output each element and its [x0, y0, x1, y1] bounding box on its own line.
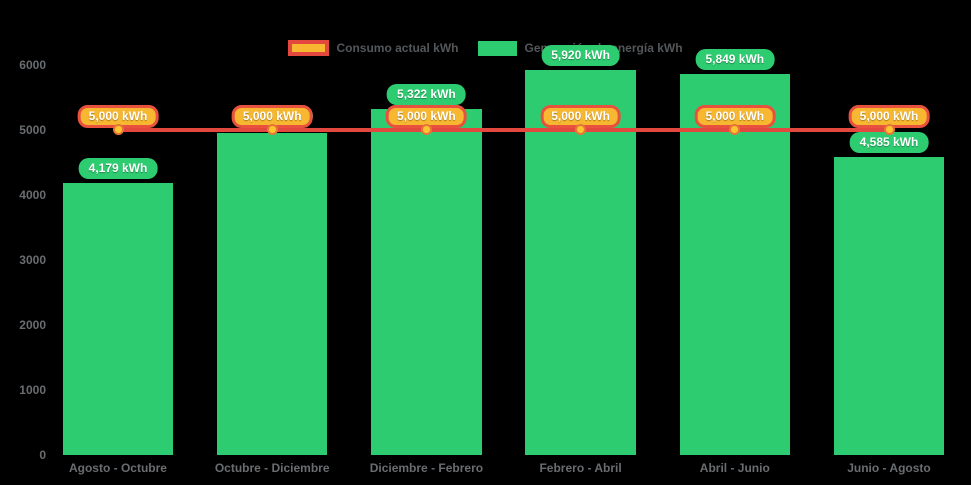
generation-bar[interactable]	[62, 183, 174, 455]
line-point-dot[interactable]	[729, 124, 741, 136]
y-axis-tick-label: 3000	[19, 252, 46, 267]
y-axis-tick-label: 2000	[19, 317, 46, 332]
legend-label-consumo: Consumo actual kWh	[336, 41, 459, 55]
x-axis-label: Febrero - Abril	[539, 461, 622, 475]
x-axis-label: Abril - Junio	[699, 461, 770, 475]
generation-value-label: 5,920 kWh	[541, 44, 620, 66]
y-axis-tick-label: 4000	[19, 187, 46, 202]
line-point-dot[interactable]	[420, 124, 432, 136]
y-axis-tick-label: 6000	[19, 57, 46, 72]
y-axis-tick-label: 5000	[19, 122, 46, 137]
line-point-dot[interactable]	[883, 124, 895, 136]
generation-value-label: 4,179 kWh	[78, 158, 158, 179]
x-axis-label: Agosto - Octubre	[68, 461, 167, 475]
legend: Consumo actual kWh Generación de energía…	[0, 40, 971, 56]
line-point-dot[interactable]	[266, 124, 278, 136]
y-axis-tick-label: 1000	[19, 382, 46, 397]
legend-swatch-consumo-icon	[288, 40, 330, 56]
line-point-dot[interactable]	[112, 124, 124, 136]
generation-value-label: 4,585 kWh	[849, 131, 929, 153]
line-point-dot[interactable]	[575, 124, 587, 136]
x-axis-label: Junio - Agosto	[847, 461, 931, 475]
generation-bar[interactable]	[216, 133, 328, 455]
x-axis-label: Octubre - Diciembre	[214, 461, 330, 475]
generation-bar[interactable]	[371, 108, 482, 455]
legend-item-consumo[interactable]: Consumo actual kWh	[288, 40, 458, 56]
generation-bar[interactable]	[679, 74, 791, 455]
legend-swatch-generacion-icon	[478, 40, 518, 56]
generation-bar[interactable]	[833, 156, 945, 455]
generation-value-label: 5,322 kWh	[387, 83, 466, 105]
generation-value-label: 5,849 kWh	[695, 49, 775, 71]
y-axis-tick-label: 0	[39, 448, 46, 462]
x-axis-label: Diciembre - Febrero	[369, 461, 484, 475]
consumption-line	[114, 127, 893, 132]
consumption-value-label: 5,000 kWh	[77, 104, 159, 128]
